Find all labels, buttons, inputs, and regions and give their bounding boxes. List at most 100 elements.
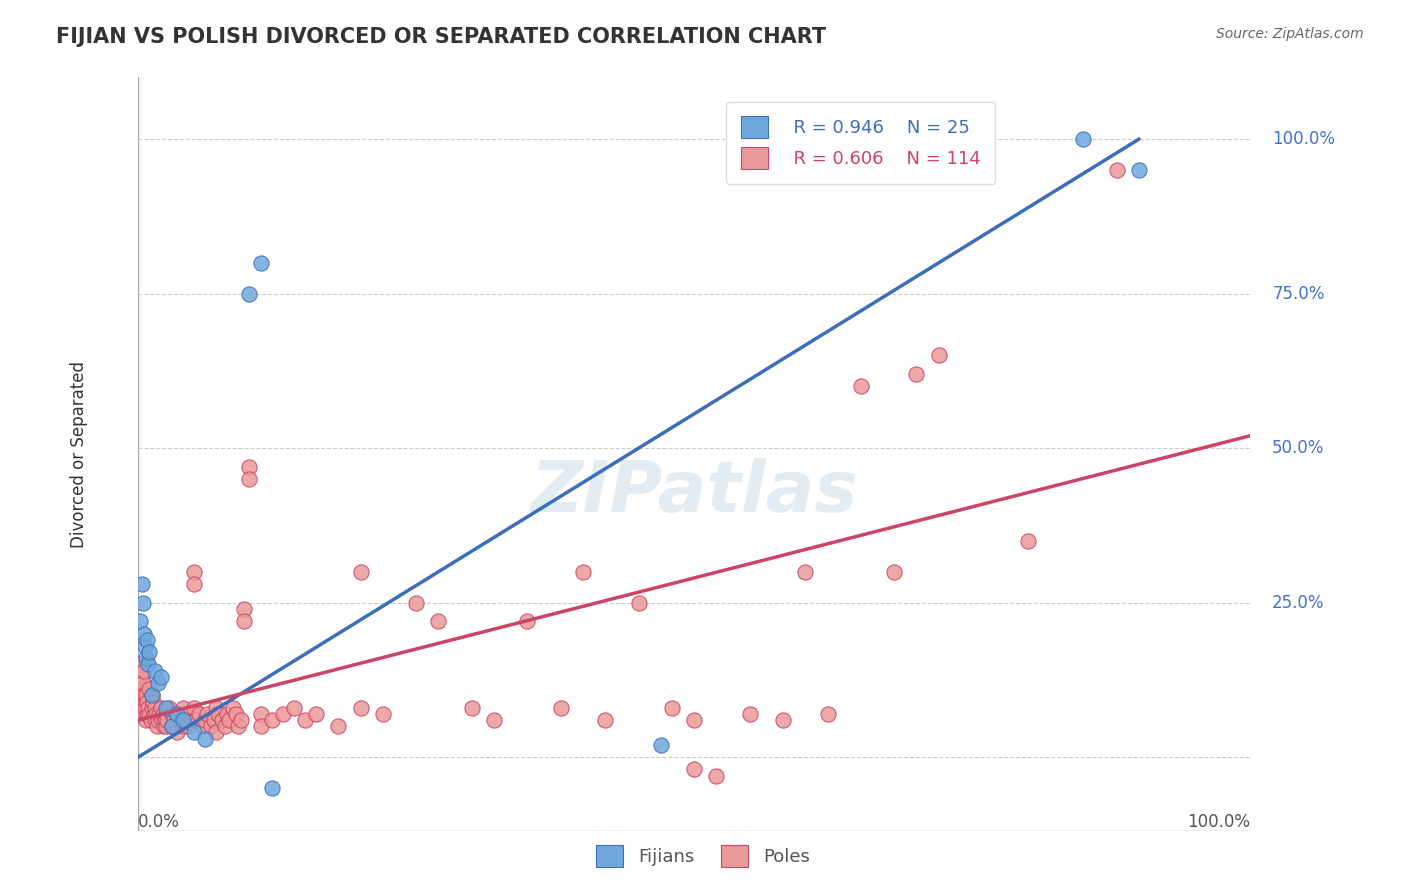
Point xyxy=(129,657,152,672)
Point xyxy=(146,719,169,733)
Point xyxy=(134,639,156,653)
Point xyxy=(174,713,197,727)
Point xyxy=(172,719,194,733)
Point xyxy=(260,713,283,727)
Point xyxy=(135,651,157,665)
Point xyxy=(202,713,225,727)
Point xyxy=(132,676,155,690)
Point xyxy=(184,713,207,727)
Point xyxy=(905,367,928,381)
Point xyxy=(152,706,174,721)
Point xyxy=(794,565,817,579)
Text: 50.0%: 50.0% xyxy=(1272,439,1324,458)
Point xyxy=(138,706,160,721)
Point xyxy=(650,738,672,752)
Point xyxy=(138,645,160,659)
Point xyxy=(128,670,150,684)
Point xyxy=(249,719,271,733)
Point xyxy=(141,689,163,703)
Point xyxy=(683,763,706,777)
Point xyxy=(218,713,240,727)
Point xyxy=(132,596,155,610)
Point xyxy=(145,706,167,721)
Point xyxy=(249,706,271,721)
Point xyxy=(260,780,283,795)
Text: Source: ZipAtlas.com: Source: ZipAtlas.com xyxy=(1216,27,1364,41)
Point xyxy=(294,713,316,727)
Point xyxy=(188,706,211,721)
Point xyxy=(160,719,183,733)
Point xyxy=(772,713,794,727)
Point xyxy=(550,700,572,714)
Point xyxy=(141,700,163,714)
Point xyxy=(172,700,194,714)
Point xyxy=(349,565,371,579)
Point xyxy=(328,719,350,733)
Point xyxy=(200,719,222,733)
Point xyxy=(883,565,905,579)
Point xyxy=(704,769,727,783)
Point xyxy=(228,719,250,733)
Point xyxy=(132,689,155,703)
Point xyxy=(205,725,228,739)
Point xyxy=(232,602,254,616)
Point xyxy=(156,713,179,727)
Point xyxy=(249,256,271,270)
Point xyxy=(132,700,155,714)
Point xyxy=(271,706,294,721)
Text: FIJIAN VS POLISH DIVORCED OR SEPARATED CORRELATION CHART: FIJIAN VS POLISH DIVORCED OR SEPARATED C… xyxy=(56,27,827,46)
Point xyxy=(150,713,173,727)
Point xyxy=(191,719,214,733)
Point xyxy=(143,700,166,714)
Point xyxy=(135,713,157,727)
Point xyxy=(157,700,180,714)
Text: 100.0%: 100.0% xyxy=(1187,813,1250,830)
Point xyxy=(180,713,202,727)
Point xyxy=(283,700,305,714)
Point xyxy=(129,614,152,628)
Text: 0.0%: 0.0% xyxy=(138,813,180,830)
Point xyxy=(169,713,191,727)
Point xyxy=(131,689,153,703)
Point xyxy=(153,719,176,733)
Point xyxy=(1128,163,1150,178)
Point xyxy=(153,713,176,727)
Legend: Fijians, Poles: Fijians, Poles xyxy=(589,838,817,874)
Point xyxy=(148,713,170,727)
Point xyxy=(305,706,328,721)
Point xyxy=(817,706,839,721)
Point xyxy=(166,706,188,721)
Point xyxy=(149,670,172,684)
Point xyxy=(516,614,538,628)
Point xyxy=(132,706,155,721)
Point xyxy=(195,706,218,721)
Point xyxy=(593,713,616,727)
Point xyxy=(427,614,450,628)
Point xyxy=(1071,132,1094,146)
Point xyxy=(132,626,155,640)
Point xyxy=(172,713,194,727)
Point xyxy=(160,719,183,733)
Legend:   R = 0.946    N = 25,   R = 0.606    N = 114: R = 0.946 N = 25, R = 0.606 N = 114 xyxy=(727,102,995,184)
Point xyxy=(207,706,229,721)
Point xyxy=(205,700,228,714)
Point xyxy=(132,664,155,678)
Point xyxy=(349,700,371,714)
Point xyxy=(194,731,217,746)
Point xyxy=(136,700,159,714)
Point xyxy=(129,682,152,697)
Point xyxy=(143,664,166,678)
Point xyxy=(148,676,170,690)
Point xyxy=(155,719,177,733)
Point xyxy=(129,676,152,690)
Text: ZIPatlas: ZIPatlas xyxy=(530,458,858,526)
Point xyxy=(138,682,160,697)
Point xyxy=(134,700,156,714)
Point xyxy=(211,713,233,727)
Text: 25.0%: 25.0% xyxy=(1272,594,1324,612)
Point xyxy=(183,725,205,739)
Point xyxy=(849,379,872,393)
Text: 75.0%: 75.0% xyxy=(1272,285,1324,302)
Point xyxy=(217,706,239,721)
Point xyxy=(136,657,159,672)
